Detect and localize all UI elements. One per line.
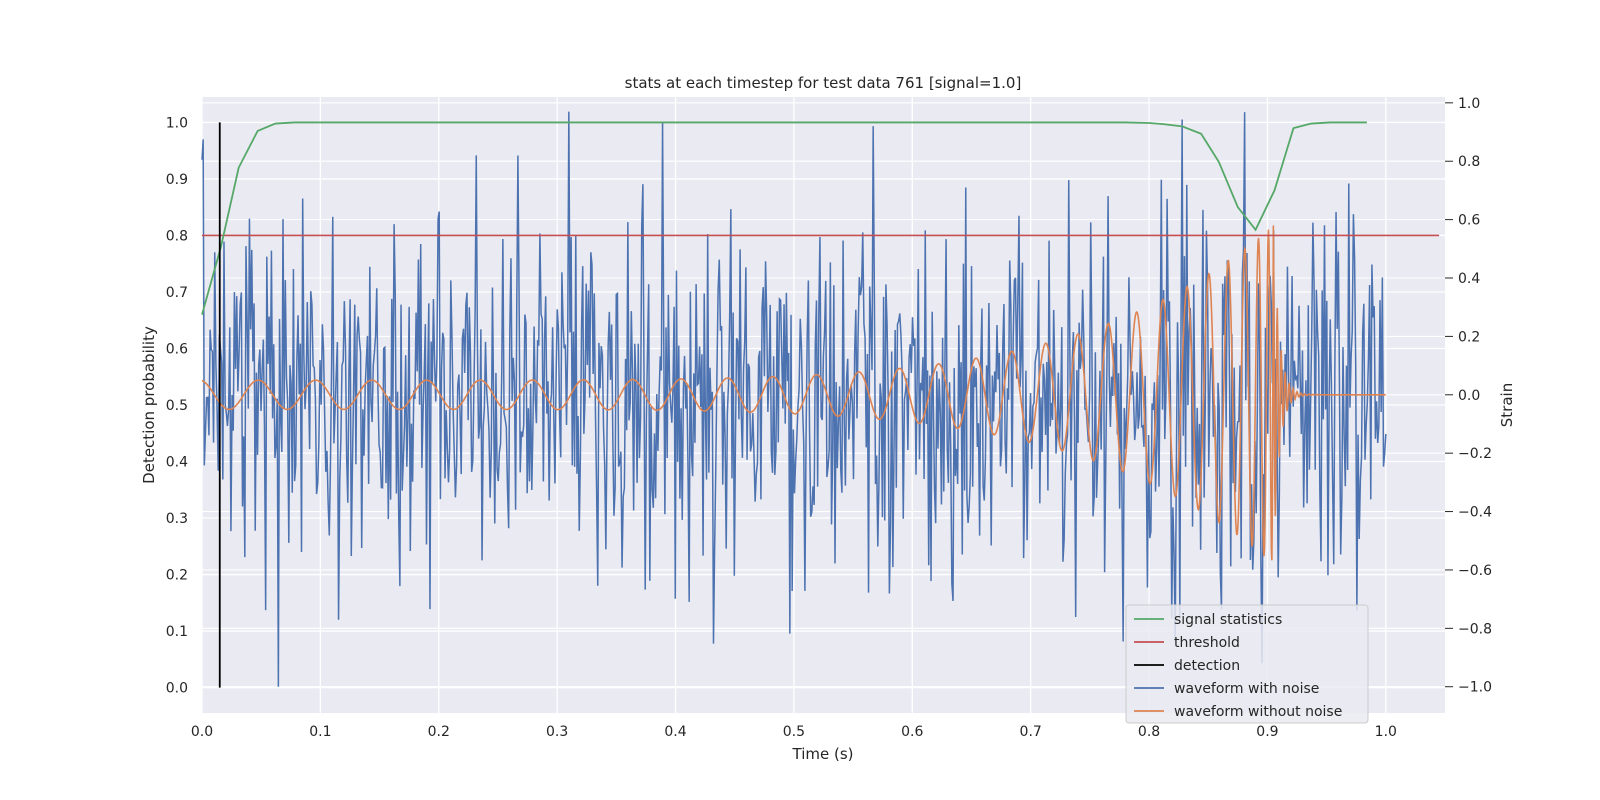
y-right-tick-label: 0.0 <box>1458 388 1480 404</box>
legend-entry: detection <box>1174 658 1240 674</box>
y-left-tick-label: 0.7 <box>166 285 188 301</box>
series-waveform-without-noise <box>201 225 1386 561</box>
y-right-axis-ticks: −1.0 −0.8 −0.6 −0.4 −0.2 0.0 0.2 0.4 0.6 0.8 1.0 <box>1445 96 1492 696</box>
y-right-tick-label: 0.4 <box>1458 271 1480 287</box>
y-left-tick-label: 0.6 <box>166 341 188 357</box>
y-left-tick-label: 0.3 <box>166 511 188 527</box>
y-right-tick-label: −1.0 <box>1458 680 1492 696</box>
x-tick-label: 0.1 <box>309 724 331 740</box>
y-right-tick-label: 1.0 <box>1458 96 1480 112</box>
legend-box <box>1125 604 1369 724</box>
y-right-tick-label: −0.8 <box>1458 621 1492 637</box>
x-tick-label: 0.3 <box>546 724 568 740</box>
y-right-tick-label: −0.2 <box>1458 446 1492 462</box>
y-right-tick-label: 0.2 <box>1458 329 1480 345</box>
x-tick-label: 0.2 <box>428 724 450 740</box>
y-left-tick-label: 0.0 <box>166 681 188 697</box>
legend-entry: threshold <box>1174 635 1240 651</box>
y-left-tick-label: 0.2 <box>166 568 188 584</box>
x-tick-label: 0.8 <box>1138 724 1160 740</box>
x-tick-label: 0.9 <box>1256 724 1278 740</box>
y-left-tick-label: 1.0 <box>166 115 188 131</box>
y-left-axis-label: Detection probability <box>140 326 158 484</box>
x-tick-label: 0.7 <box>1020 724 1042 740</box>
legend-entry: signal statistics <box>1174 612 1282 628</box>
y-left-tick-label: 0.5 <box>166 398 188 414</box>
x-tick-label: 0.4 <box>664 724 686 740</box>
x-axis-ticks: 0.0 0.1 0.2 0.3 0.4 0.5 0.6 0.7 0.8 0.9 1.0 <box>191 724 1397 740</box>
x-tick-label: 0.5 <box>783 724 805 740</box>
x-axis-label: Time (s) <box>792 745 854 763</box>
y-right-tick-label: −0.6 <box>1458 563 1492 579</box>
x-tick-label: 1.0 <box>1375 724 1397 740</box>
y-right-tick-label: −0.4 <box>1458 505 1492 521</box>
series-waveform-with-noise <box>201 111 1387 687</box>
y-right-tick-label: 0.8 <box>1458 154 1480 170</box>
legend-entry: waveform with noise <box>1174 681 1319 697</box>
y-left-tick-label: 0.4 <box>166 455 188 471</box>
y-right-tick-label: 0.6 <box>1458 213 1480 229</box>
chart-title: stats at each timestep for test data 761… <box>625 74 1022 92</box>
y-left-tick-label: 0.8 <box>166 228 188 244</box>
x-tick-label: 0.6 <box>901 724 923 740</box>
plot-area <box>201 111 1440 688</box>
y-left-tick-label: 0.9 <box>166 172 188 188</box>
legend-entry: waveform without noise <box>1174 704 1342 720</box>
y-left-tick-label: 0.1 <box>166 624 188 640</box>
y-right-axis-label: Strain <box>1498 383 1516 427</box>
legend: signal statistics threshold detection wavef… <box>1125 604 1369 724</box>
series-signal-statistics <box>201 121 1367 315</box>
x-tick-label: 0.0 <box>191 724 213 740</box>
y-left-axis-ticks: 0.0 0.1 0.2 0.3 0.4 0.5 0.6 0.7 0.8 0.9 1.0 <box>166 115 188 696</box>
